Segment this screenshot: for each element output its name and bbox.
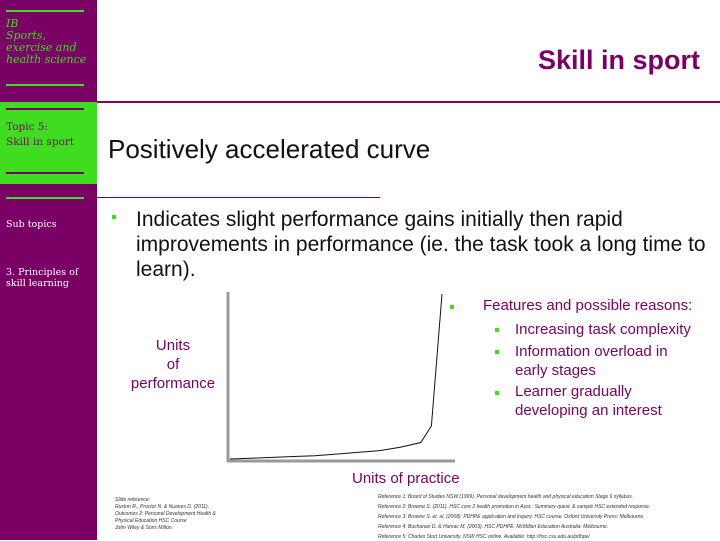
y-label-line-1: Units bbox=[155, 337, 191, 354]
sidebar: IB Sports, exercise and health science T… bbox=[0, 0, 97, 540]
feature-3-line-1: Learner gradually bbox=[515, 383, 632, 400]
item-bullet-icon bbox=[495, 391, 499, 395]
ref-left-1: Slide reference: bbox=[115, 497, 151, 503]
subtitle-divider bbox=[97, 197, 380, 198]
ref-right-5: Reference 5: Charles Sturt University. N… bbox=[378, 534, 590, 540]
features-heading: Features and possible reasons: bbox=[483, 297, 693, 314]
ref-right-3: Reference 3: Browne S. et. al. (2008). P… bbox=[378, 514, 645, 520]
topic-rule-top bbox=[6, 108, 84, 110]
feature-2-line-1: Information overload in bbox=[515, 343, 668, 360]
topic-line-2: Skill in sport bbox=[6, 136, 75, 148]
y-label-line-2: of bbox=[166, 356, 180, 373]
course-rule-top bbox=[6, 10, 84, 12]
feature-item-1: Increasing task complexity bbox=[515, 320, 691, 339]
y-label-line-3: performance bbox=[130, 375, 216, 392]
ref-right-2: Reference 2: Browne S. (2011). HSC core … bbox=[378, 504, 651, 510]
item-bullet-icon bbox=[495, 350, 499, 354]
feature-2-line-2: early stages bbox=[515, 362, 596, 379]
course-line-1: IB bbox=[6, 17, 19, 30]
topic-block[interactable]: Topic 5: Skill in sport bbox=[0, 102, 97, 184]
course-rule-bottom bbox=[6, 84, 84, 86]
main-bullet-text: Indicates slight performance gains initi… bbox=[136, 208, 706, 281]
item-bullet-icon bbox=[495, 328, 499, 332]
topic-title: Topic 5: Skill in sport bbox=[6, 120, 74, 150]
y-axis-label: Units of performance bbox=[120, 336, 226, 393]
slide-references: Slide reference: Ruxton R., Proctor N. &… bbox=[115, 497, 295, 532]
bibliography: Reference 1: Board of Studies NSW (1999)… bbox=[378, 494, 718, 541]
feature-3-line-2: developing an interest bbox=[515, 402, 662, 419]
subtopic-line-1: 3. Principles of bbox=[6, 267, 79, 278]
topic-line-1: Topic 5: bbox=[6, 121, 49, 133]
ref-left-5: John Wiley & Sons Milton. bbox=[115, 525, 174, 531]
header-divider bbox=[97, 101, 720, 103]
subtopics-rule bbox=[6, 197, 84, 199]
ref-left-4: Physical Education HSC Course bbox=[115, 518, 187, 524]
course-line-2: Sports, bbox=[6, 29, 47, 42]
ref-right-1: Reference 1: Board of Studies NSW (1999)… bbox=[378, 494, 634, 500]
course-line-3: exercise and bbox=[6, 41, 77, 54]
feature-item-2: Information overload in early stages bbox=[515, 342, 668, 380]
subtopic-line-2: skill learning bbox=[6, 278, 69, 289]
features-bullet-icon bbox=[450, 305, 454, 309]
slide-subtitle: Positively accelerated curve bbox=[108, 134, 431, 164]
course-line-4: health science bbox=[6, 53, 87, 66]
subtopic-item[interactable]: 3. Principles of skill learning bbox=[6, 267, 78, 289]
subtopics-label: Sub topics bbox=[6, 219, 57, 230]
ref-right-4: Reference 4: Buchanan D. & Hamac M. (200… bbox=[378, 524, 609, 530]
x-axis-label: Units of practice bbox=[352, 470, 460, 487]
feature-item-3: Learner gradually developing an interest bbox=[515, 382, 662, 420]
page-title: Skill in sport bbox=[537, 45, 700, 75]
feature-1-line-1: Increasing task complexity bbox=[515, 321, 691, 338]
positively-accelerated-curve bbox=[229, 293, 443, 460]
topic-rule-bottom bbox=[6, 172, 84, 174]
ref-left-2: Ruxton R., Proctor N. & Nuanes D. (2011)… bbox=[115, 504, 210, 510]
course-title: IB Sports, exercise and health science bbox=[6, 18, 86, 66]
course-block: IB Sports, exercise and health science bbox=[0, 0, 97, 96]
bullet-square-icon bbox=[112, 215, 116, 219]
ref-left-3: Outcomes 2: Personal Development Health … bbox=[115, 511, 216, 517]
